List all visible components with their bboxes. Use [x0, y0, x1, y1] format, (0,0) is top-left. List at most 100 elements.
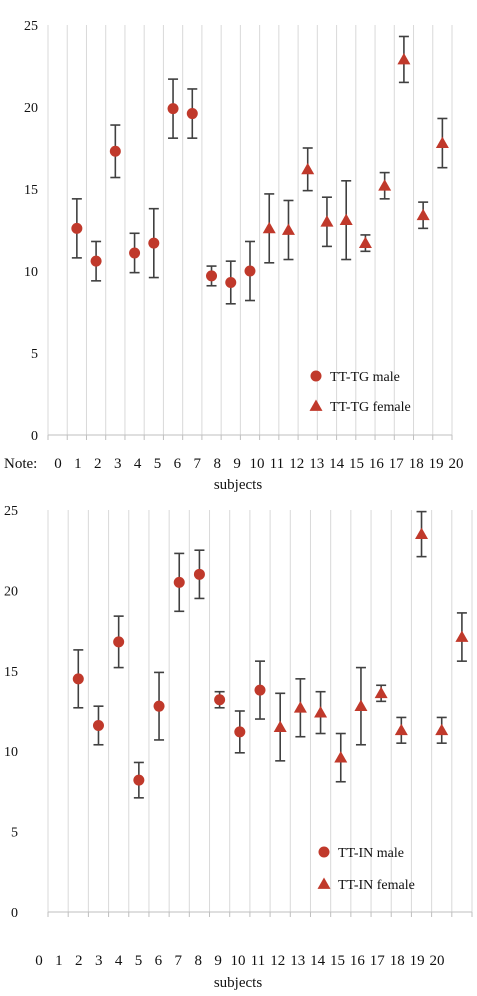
y-tick-label: 0 — [31, 429, 38, 444]
legend-marker — [310, 370, 322, 382]
series-tt-in-female — [273, 510, 469, 783]
x-tick-label: 3 — [114, 456, 122, 472]
x-tick-label: 4 — [134, 456, 142, 472]
data-point — [72, 673, 84, 685]
series-tt-tg-female — [262, 35, 449, 264]
x-tick-label: 0 — [54, 456, 62, 472]
x-tick-label: 10 — [250, 456, 265, 472]
note-label: Note: — [4, 456, 37, 472]
legend-label: TT-IN female — [338, 878, 415, 893]
x-tick-label: 9 — [214, 953, 222, 969]
data-point — [186, 108, 198, 120]
data-point — [90, 255, 102, 267]
x-tick-label: 0 — [35, 953, 43, 969]
y-tick-label: 20 — [4, 584, 18, 599]
x-tick-label: 18 — [409, 456, 424, 472]
data-point — [314, 706, 328, 718]
x-tick-label: 12 — [289, 456, 304, 472]
legend: TT-IN male TT-IN female — [317, 846, 415, 893]
x-tick-label: 7 — [194, 456, 202, 472]
legend-label: TT-TG female — [330, 400, 411, 415]
gridlines — [47, 25, 453, 435]
x-tick-label: 12 — [270, 953, 285, 969]
data-point — [214, 694, 226, 706]
data-point — [234, 726, 246, 738]
data-point — [281, 223, 295, 235]
x-tick-label: 18 — [390, 953, 405, 969]
x-tick-label: 14 — [310, 953, 326, 969]
y-tick-label: 25 — [4, 504, 18, 519]
data-point — [358, 236, 372, 248]
y-tick-label: 0 — [11, 906, 18, 921]
data-point — [109, 145, 121, 157]
x-tick-label: 8 — [194, 953, 202, 969]
x-tick-label: 9 — [233, 456, 241, 472]
data-point — [397, 52, 411, 65]
legend-marker — [309, 399, 323, 411]
x-tick-label: 14 — [329, 456, 345, 472]
data-point — [206, 270, 218, 282]
data-point — [435, 136, 449, 148]
y-tick-label: 15 — [24, 183, 38, 198]
data-point — [378, 179, 392, 191]
data-point — [71, 222, 83, 234]
legend-marker — [317, 877, 331, 889]
data-point — [92, 719, 104, 731]
data-point — [193, 568, 205, 580]
data-point — [167, 103, 179, 115]
series-tt-in-male — [72, 549, 266, 799]
y-tick-label: 10 — [4, 745, 18, 760]
data-point — [133, 774, 145, 786]
data-point — [293, 701, 307, 713]
x-tick-label: 13 — [290, 953, 305, 969]
x-axis-title: subjects — [214, 975, 262, 991]
y-tick-label: 20 — [24, 101, 38, 116]
x-tick-label: 20 — [449, 456, 464, 472]
series-tt-tg-male — [71, 78, 256, 305]
x-tick-label: 15 — [330, 953, 345, 969]
data-point — [273, 720, 287, 732]
x-tick-label: 13 — [309, 456, 324, 472]
data-point — [354, 699, 368, 712]
x-tick-label: 7 — [175, 953, 183, 969]
x-tick-label: 19 — [410, 953, 425, 969]
data-point — [129, 247, 141, 259]
x-tick-label: 15 — [349, 456, 364, 472]
legend: TT-TG male TT-TG female — [309, 370, 411, 415]
x-tick-label: 19 — [429, 456, 444, 472]
data-point — [148, 237, 160, 249]
data-point — [254, 684, 266, 696]
data-point — [320, 215, 334, 227]
x-tick-label: 16 — [369, 456, 385, 472]
data-point — [394, 723, 408, 736]
x-tick-label: 17 — [370, 953, 386, 969]
x-tick-label: 10 — [231, 953, 246, 969]
x-tick-label: 11 — [270, 456, 284, 472]
data-point — [334, 751, 348, 763]
data-point — [225, 276, 237, 288]
x-axis-title: subjects — [214, 477, 262, 493]
data-point — [455, 630, 469, 642]
y-tick-label: 5 — [11, 826, 18, 841]
legend-label: TT-IN male — [338, 846, 404, 861]
data-point — [374, 686, 388, 699]
y-tick-label: 10 — [24, 265, 38, 280]
x-tick-label: 11 — [251, 953, 265, 969]
x-tick-label: 5 — [135, 953, 143, 969]
data-point — [244, 265, 256, 277]
data-point — [435, 723, 449, 736]
x-tick-label: 20 — [430, 953, 445, 969]
x-tick-label: 17 — [389, 456, 405, 472]
y-tick-label: 5 — [31, 347, 38, 362]
x-tick-label: 8 — [213, 456, 221, 472]
x-tick-label: 2 — [94, 456, 102, 472]
data-point — [262, 221, 276, 234]
y-tick-label: 15 — [4, 665, 18, 680]
x-tick-label: 1 — [55, 953, 63, 969]
data-point — [153, 700, 165, 712]
data-point — [301, 162, 315, 175]
legend-marker — [318, 846, 330, 858]
data-point — [339, 213, 353, 226]
